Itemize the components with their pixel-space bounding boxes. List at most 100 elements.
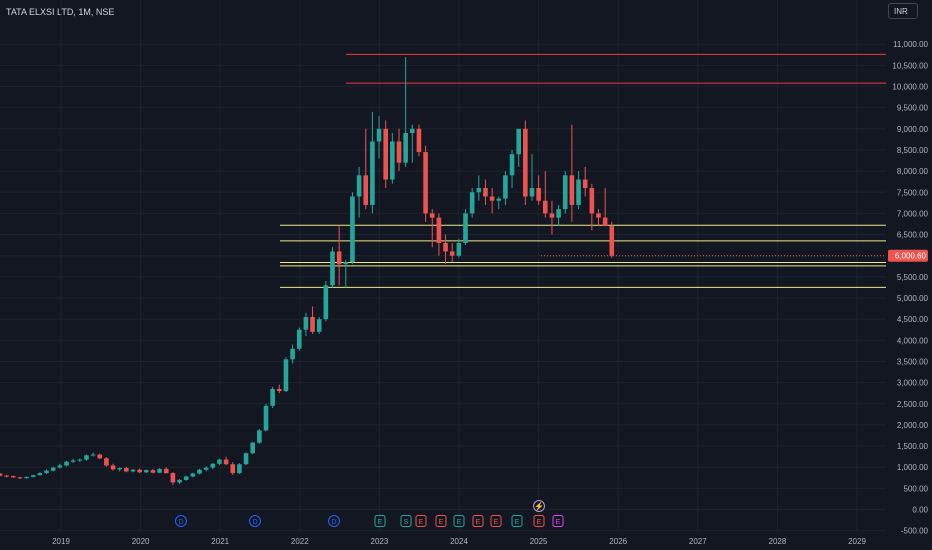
earnings-icon [472,515,484,527]
candle-body [270,388,275,406]
time-tick-label: 2020 [132,537,150,546]
candle-body [310,317,315,332]
candle-body [250,442,255,454]
candle-body [110,465,116,470]
candle-body [316,319,322,332]
time-tick-label: 2019 [52,537,70,546]
candle-body [290,348,295,360]
price-tick-label: 9,500.00 [897,104,929,113]
currency-button[interactable]: INR [888,3,918,19]
candle-body [396,141,402,163]
time-tick-label: 2026 [609,537,627,546]
candle-body [356,175,362,197]
candle-body [137,469,142,473]
time-tick-label: 2028 [769,537,787,546]
candle-body [197,469,202,474]
earnings-icon [533,515,545,527]
candle-body [64,461,69,466]
candle-body [283,359,289,392]
earnings-icon [435,515,447,527]
candle-body [97,454,103,459]
price-tick-label: 5,000.00 [897,294,929,303]
last-price-text: 6,000.60 [895,252,927,261]
price-tick-label: 7,500.00 [897,188,929,197]
event-letter: E [439,519,444,526]
candle-body [237,464,242,474]
event-letter: E [457,519,462,526]
event-letter: E [476,519,481,526]
candle-body [602,217,608,227]
price-tick-label: 1,000.00 [897,463,929,472]
candle-body [390,141,395,180]
candle-body [11,476,16,478]
candle-body [536,188,541,201]
candle-body [24,476,29,479]
candle-body [170,473,176,483]
candle-body [529,188,535,197]
chart-title: TATA ELXSI LTD, 1M, NSE [6,7,115,17]
candle-body [257,430,262,443]
candle-body [243,453,249,465]
candle-body [144,470,149,473]
candle-body [376,128,382,142]
last-price-label: 6,000.60 [541,249,928,262]
candle-body [296,329,302,349]
candle-body [130,469,136,472]
candle-body [77,459,83,461]
candle-body [350,196,355,263]
event-letter: E [537,519,542,526]
candle-body [157,468,162,473]
dividend-icon [175,515,187,527]
time-tick-label: 2021 [211,537,229,546]
time-tick-label: 2024 [450,537,468,546]
split-icon [400,515,412,527]
dividend-icon [328,515,340,527]
price-tick-label: 10,500.00 [892,61,928,70]
candle-body [177,479,182,483]
candle-body [190,473,196,477]
candle-body [37,473,43,476]
price-tick-label: 2,500.00 [897,400,929,409]
candle-body [576,179,581,205]
price-tick-label: 6,500.00 [897,231,929,240]
price-tick-label: 0.00 [912,506,928,515]
candle-body [383,128,388,180]
price-tick-label: 4,000.00 [897,336,929,345]
earnings-icon [453,515,465,527]
price-tick-label: 8,000.00 [897,167,929,176]
price-axis: 11,000.00 10,500.00 10,000.00 9,500.00 9,000… [892,40,928,535]
price-tick-label: -500.00 [901,527,929,536]
earnings-icon [511,515,523,527]
earnings-icon [415,515,427,527]
event-letter: E [419,519,424,526]
candle-body [463,213,468,244]
candles [0,56,615,485]
candle-body [596,213,601,218]
price-tick-label: 10,000.00 [892,83,928,92]
earnings-icon [490,515,502,527]
candle-body [336,251,342,265]
candle-body [183,476,189,480]
candle-body [543,200,548,214]
candle-body [496,198,502,201]
candle-body [203,467,209,470]
event-letter: E [515,519,520,526]
event-letter: S [404,519,409,526]
price-tick-label: 500.00 [904,484,929,493]
event-letter: E [556,519,561,526]
candle-body [104,458,109,466]
candle-body [549,213,555,218]
event-letter: E [378,519,383,526]
candle-body [562,175,568,210]
candle-body [363,175,369,205]
candle-body [330,251,335,286]
candle-body [303,317,309,330]
candle-body [443,243,448,252]
price-tick-label: 9,000.00 [897,125,929,134]
candle-body [423,152,428,214]
event-letter: D [252,519,257,526]
candle-body [449,251,455,256]
last-price-badge [888,249,928,262]
candle-body [370,141,375,205]
